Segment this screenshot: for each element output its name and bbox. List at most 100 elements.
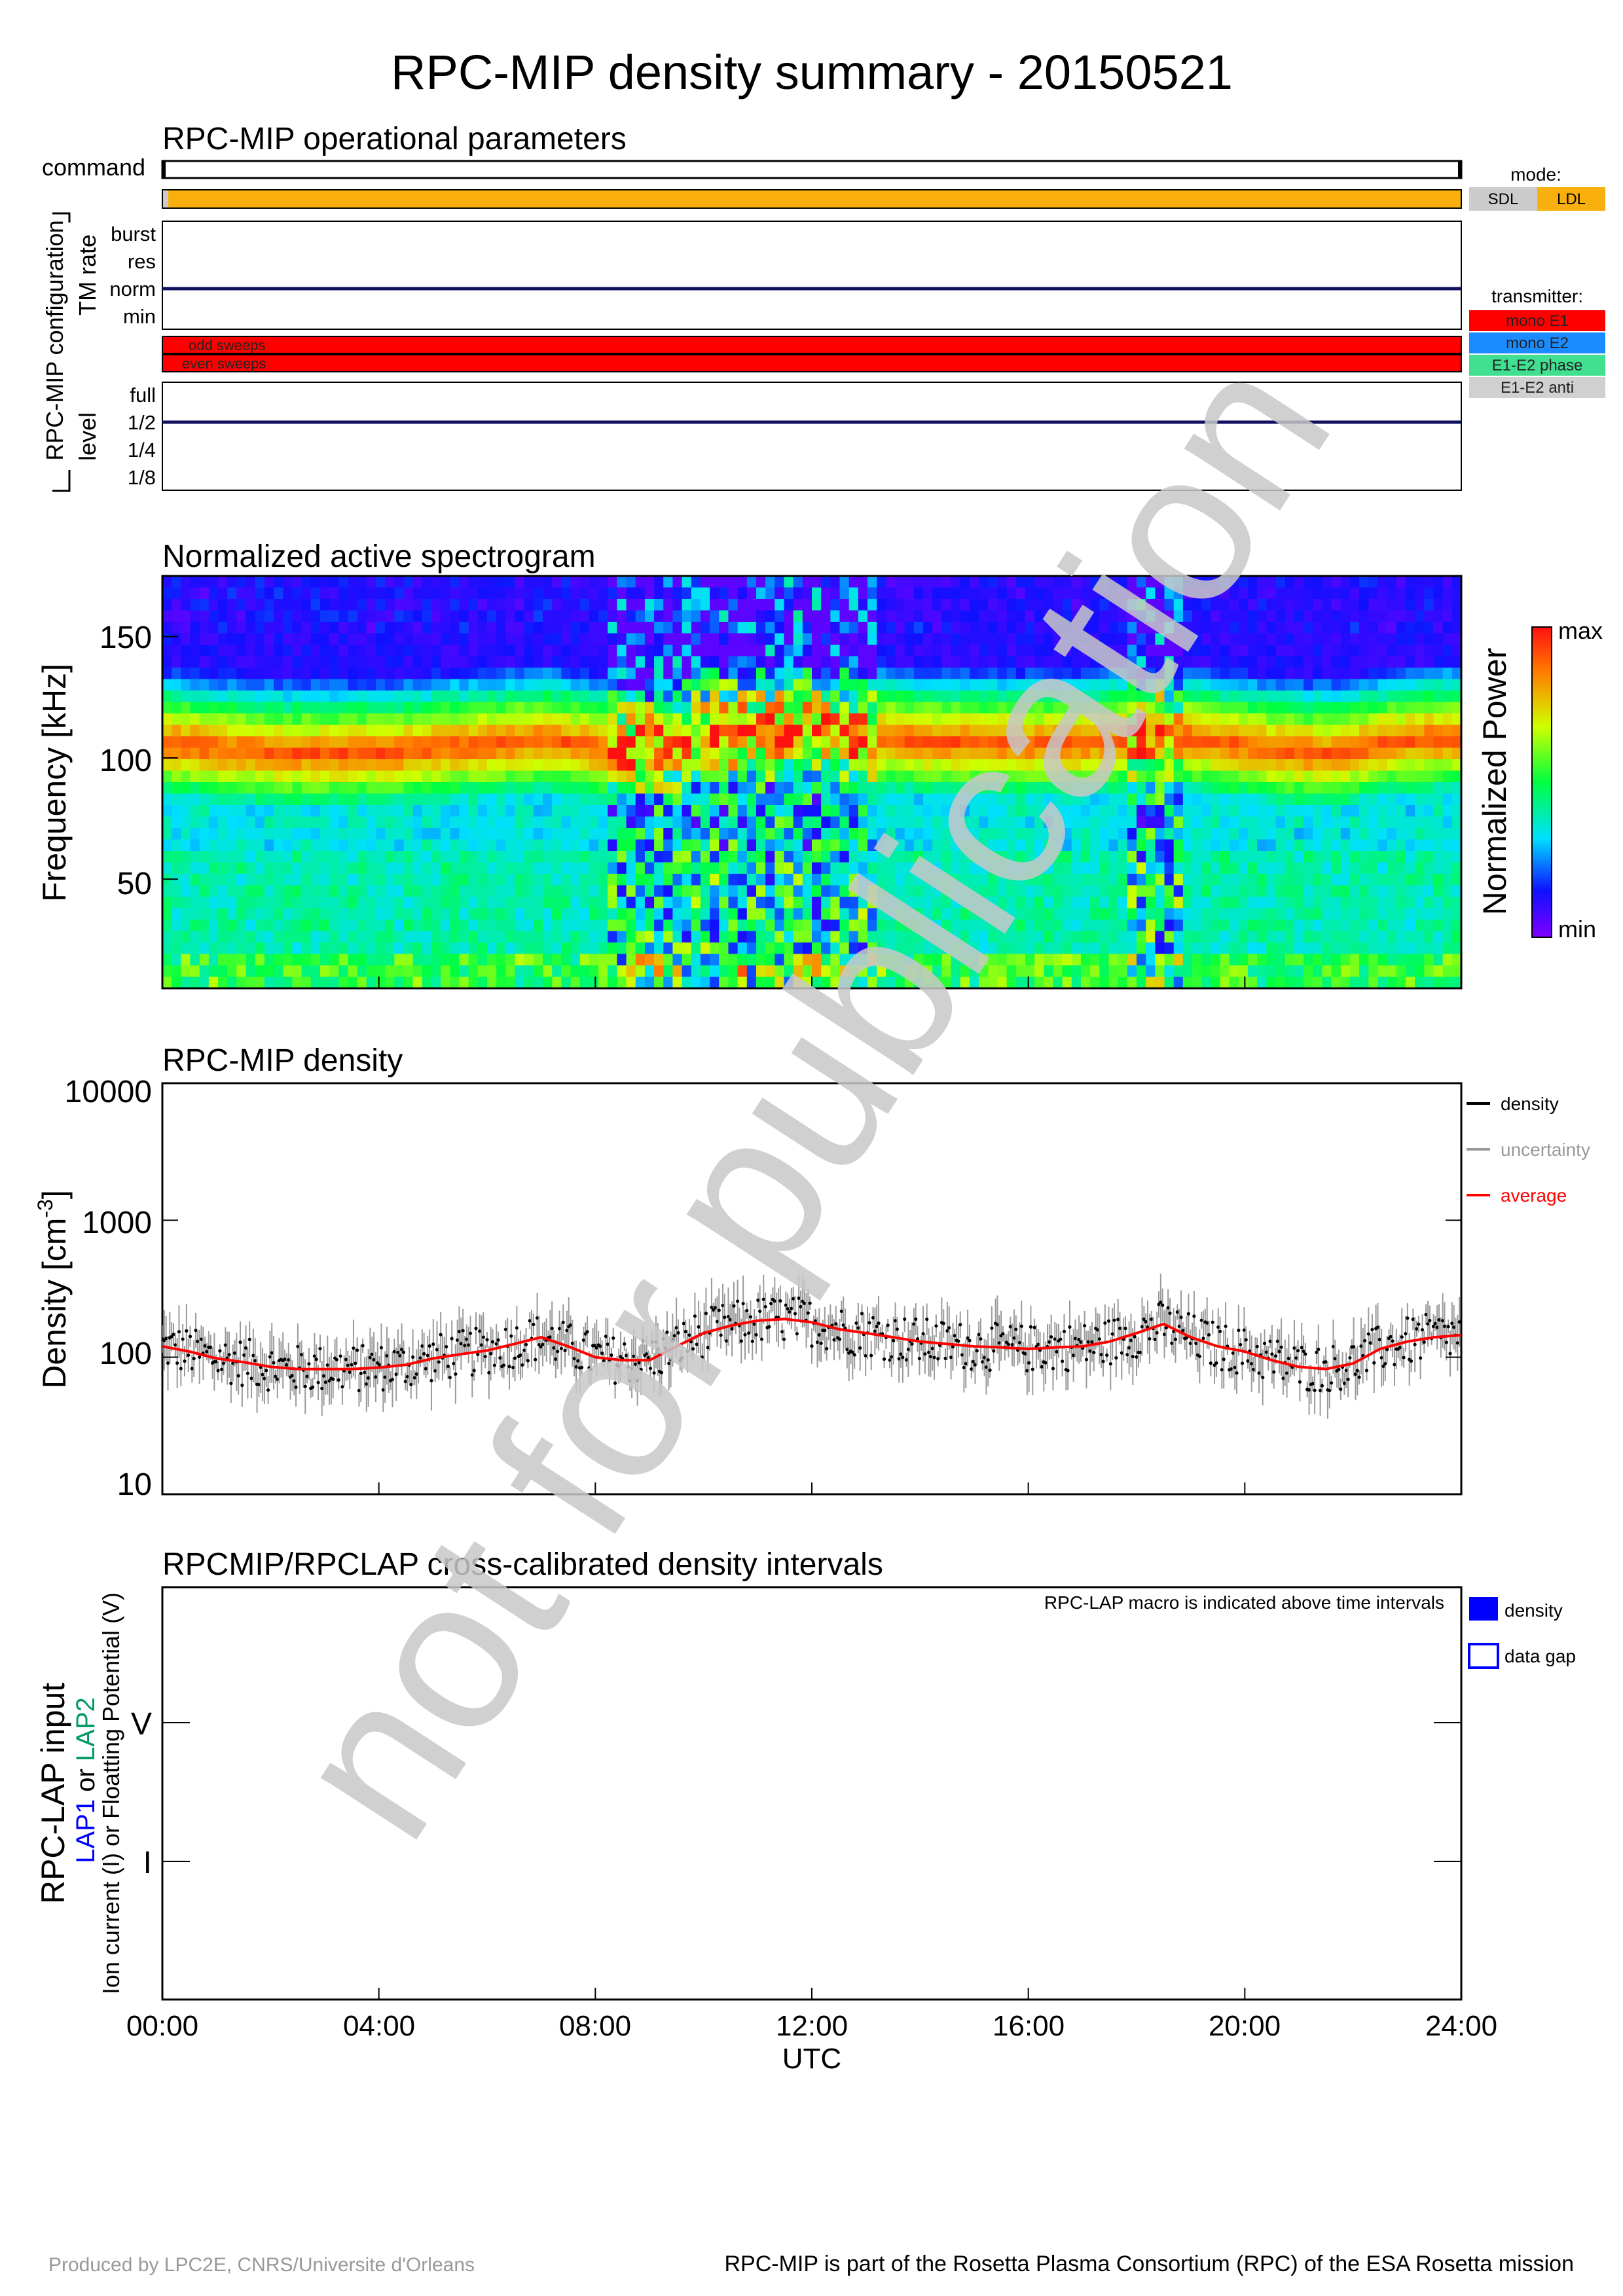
spectrogram-cell (867, 759, 877, 772)
spectrogram-cell (765, 782, 775, 795)
spectrogram-cell (839, 691, 850, 703)
spectrogram-cell (218, 965, 228, 978)
spectrogram-cell (895, 759, 905, 772)
spectrogram-cell (951, 920, 961, 932)
spectrogram-cell (941, 816, 952, 829)
spectrogram-cell (218, 770, 228, 783)
spectrogram-cell (422, 633, 432, 645)
spectrogram-cell (793, 610, 803, 622)
spectrogram-cell (1322, 770, 1332, 783)
spectrogram-cell (1034, 782, 1044, 795)
spectrogram-cell (802, 954, 812, 966)
spectrogram-cell (301, 874, 312, 886)
spectrogram-cell (496, 599, 506, 611)
spectrogram-cell (1266, 931, 1277, 943)
spectrogram-cell (644, 828, 655, 840)
spectrogram-cell (1118, 977, 1128, 988)
spectrogram-cell (477, 599, 488, 611)
spectrogram-cell (1266, 885, 1277, 897)
spectrogram-cell (756, 770, 766, 783)
spectrogram-cell (515, 668, 525, 680)
spectrogram-cell (710, 713, 720, 726)
spectrogram-cell (181, 874, 191, 886)
spectrogram-cell (812, 725, 822, 737)
spectrogram-cell (821, 954, 831, 966)
spectrogram-cell (181, 942, 191, 955)
spectrogram-cell (1053, 862, 1063, 874)
spectrogram-cell (1238, 747, 1249, 760)
spectrogram-cell (793, 839, 803, 852)
spectrogram-cell (190, 897, 200, 909)
spectrogram-cell (218, 633, 228, 645)
spectrogram-cell (274, 770, 283, 783)
spectrogram-cell (348, 874, 358, 886)
spectrogram-cell (181, 770, 191, 783)
spectrogram-cell (255, 816, 265, 829)
spectrogram-cell (793, 622, 803, 634)
spectrogram-cell (199, 977, 210, 988)
spectrogram-cell (672, 839, 683, 852)
spectrogram-cell (310, 965, 321, 978)
spectrogram-cell (1062, 851, 1072, 863)
spectrogram-cell (793, 931, 803, 943)
spectrogram-cell (1229, 920, 1239, 932)
spectrogram-cell (1173, 874, 1184, 886)
spectrogram-cell (1201, 885, 1211, 897)
spectrogram-cell (1044, 622, 1054, 634)
spectrogram-cell (654, 931, 664, 943)
spectrogram-cell (412, 862, 423, 874)
spectrogram-cell (1229, 862, 1239, 874)
spectrogram-cell (366, 805, 376, 817)
spectrogram-cell (208, 610, 219, 622)
spectrogram-cell (598, 839, 608, 852)
spectrogram-cell (441, 770, 450, 783)
spectrogram-cell (441, 747, 450, 760)
spectrogram-cell (1322, 713, 1332, 726)
spectrogram-cell (1340, 610, 1351, 622)
spectrogram-cell (626, 576, 636, 588)
spectrogram-cell (923, 576, 933, 588)
spectrogram-cell (663, 851, 674, 863)
spectrogram-cell (1062, 954, 1072, 966)
spectrogram-cell (385, 759, 395, 772)
spectrogram-cell (589, 862, 599, 874)
spectrogram-cell (969, 954, 979, 966)
spectrogram-cell (385, 874, 395, 886)
spectrogram-cell (746, 920, 757, 932)
spectrogram-cell (839, 931, 850, 943)
spectrogram-cell (682, 931, 692, 943)
spectrogram-cell (1396, 736, 1406, 749)
spectrogram-cell (310, 702, 321, 714)
spectrogram-cell (1201, 816, 1211, 829)
spectrogram-cell (728, 770, 739, 783)
spectrogram-cell (190, 816, 200, 829)
spectrogram-cell (784, 679, 794, 691)
spectrogram-cell (570, 770, 581, 783)
spectrogram-cell (644, 576, 655, 588)
spectrogram-cell (496, 977, 506, 988)
spectrogram-cell (459, 770, 469, 783)
spectrogram-cell (1248, 759, 1258, 772)
spectrogram-cell (793, 691, 803, 703)
spectrogram-cell (1349, 668, 1360, 680)
spectrogram-cell (710, 622, 720, 634)
spectrogram-cell (617, 633, 627, 645)
spectrogram-cell (477, 885, 488, 897)
spectrogram-cell (802, 931, 812, 943)
spectrogram-cell (468, 793, 479, 806)
spectrogram-cell (793, 770, 803, 783)
spectrogram-cell (1331, 908, 1341, 920)
spectrogram-cell (923, 782, 933, 795)
spectrogram-cell (867, 965, 877, 978)
spectrogram-cell (951, 668, 961, 680)
spectrogram-cell (1155, 816, 1165, 829)
spectrogram-cell (1340, 839, 1351, 852)
spectrogram-cell (886, 874, 896, 886)
spectrogram-cell (700, 782, 710, 795)
spectrogram-cell (960, 828, 970, 840)
spectrogram-cell (812, 965, 822, 978)
spectrogram-cell (839, 851, 850, 863)
spectrogram-cell (319, 954, 330, 966)
spectrogram-cell (1313, 885, 1323, 897)
spectrogram-cell (570, 668, 581, 680)
